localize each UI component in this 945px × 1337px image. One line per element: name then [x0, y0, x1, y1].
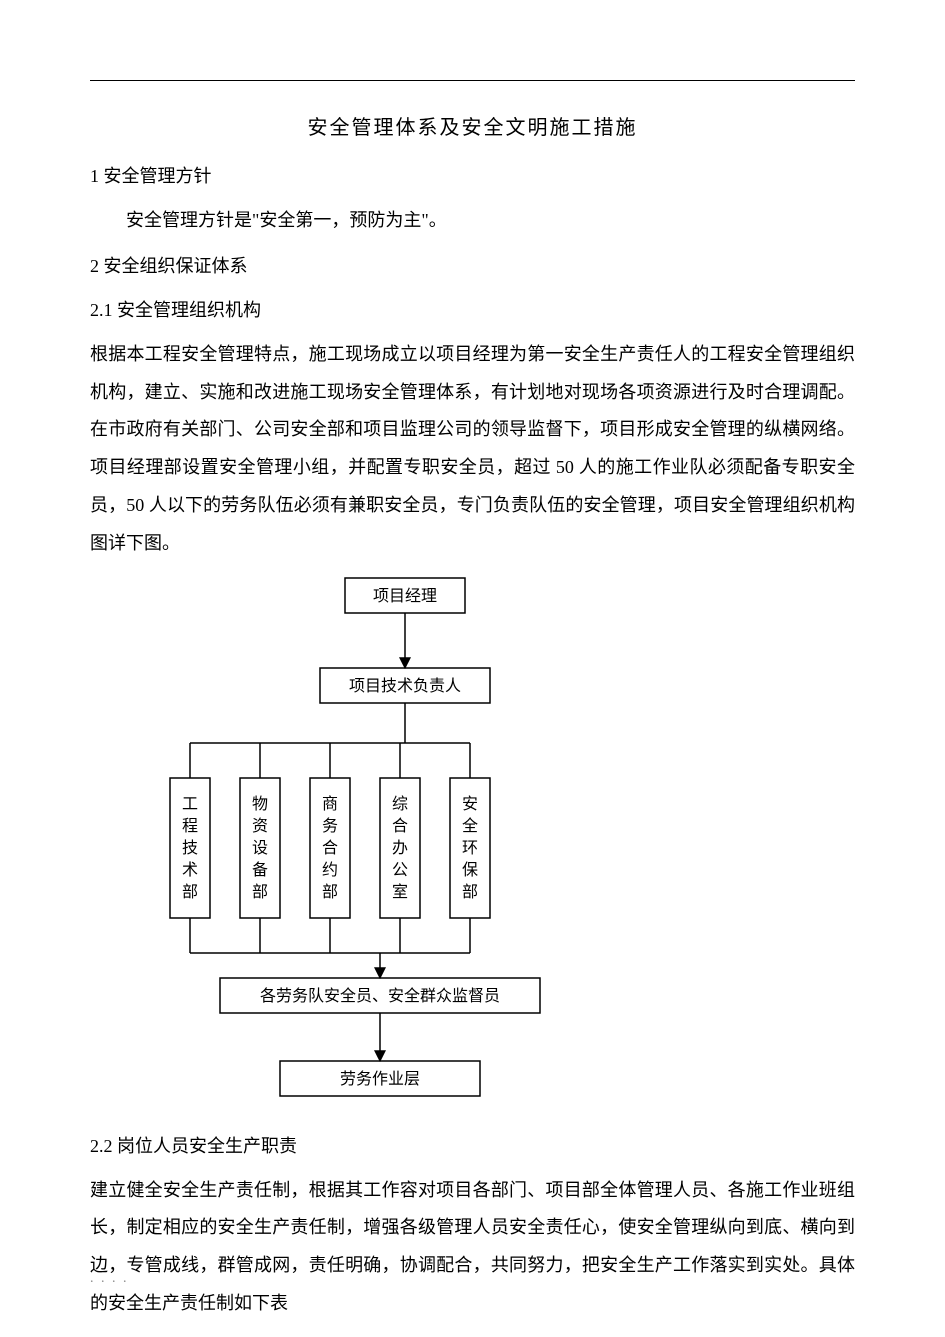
svg-text:约: 约	[322, 861, 338, 879]
svg-text:综: 综	[392, 795, 408, 813]
section-2-1-heading: 2.1 安全管理组织机构	[90, 292, 855, 328]
svg-text:各劳务队安全员、安全群众监督员: 各劳务队安全员、安全群众监督员	[260, 987, 500, 1005]
svg-text:项目技术负责人: 项目技术负责人	[349, 677, 461, 695]
org-flowchart: 项目经理项目技术负责人工程技术部物资设备部商务合约部综合办公室安全环保部各劳务队…	[150, 573, 650, 1118]
svg-text:物: 物	[252, 795, 268, 813]
svg-text:项目经理: 项目经理	[373, 587, 437, 605]
svg-text:程: 程	[182, 817, 198, 835]
section-2-heading: 2 安全组织保证体系	[90, 248, 855, 284]
svg-text:部: 部	[322, 883, 338, 901]
svg-text:环: 环	[462, 840, 478, 857]
section-2-2-body: 建立健全安全生产责任制，根据其工作容对项目各部门、项目部全体管理人员、各施工作业…	[90, 1172, 855, 1323]
footer-dots: . . . .	[90, 1271, 129, 1287]
svg-text:商: 商	[322, 795, 338, 813]
svg-text:安: 安	[462, 795, 478, 813]
svg-text:部: 部	[182, 883, 198, 901]
section-2-2-heading: 2.2 岗位人员安全生产职责	[90, 1128, 855, 1164]
svg-text:技: 技	[182, 839, 198, 857]
svg-text:资: 资	[252, 817, 268, 835]
section-2-1-body: 根据本工程安全管理特点，施工现场成立以项目经理为第一安全生产责任人的工程安全管理…	[90, 336, 855, 563]
svg-text:设: 设	[252, 839, 268, 857]
svg-text:合: 合	[322, 839, 338, 857]
svg-text:部: 部	[252, 883, 268, 901]
document-page: 安全管理体系及安全文明施工措施 1 安全管理方针 安全管理方针是"安全第一，预防…	[0, 0, 945, 1337]
svg-text:部: 部	[462, 883, 478, 901]
document-title: 安全管理体系及安全文明施工措施	[90, 111, 855, 140]
svg-text:工: 工	[182, 796, 198, 813]
svg-text:公: 公	[392, 862, 408, 879]
svg-text:室: 室	[392, 883, 408, 901]
flowchart-svg: 项目经理项目技术负责人工程技术部物资设备部商务合约部综合办公室安全环保部各劳务队…	[150, 573, 650, 1113]
svg-text:合: 合	[392, 817, 408, 835]
svg-text:务: 务	[322, 817, 338, 835]
svg-text:保: 保	[462, 861, 478, 879]
svg-text:术: 术	[182, 861, 198, 879]
section-1-heading: 1 安全管理方针	[90, 158, 855, 194]
svg-text:办: 办	[392, 839, 408, 857]
header-rule	[90, 80, 855, 81]
svg-text:全: 全	[462, 817, 478, 835]
svg-text:备: 备	[252, 861, 268, 879]
section-1-body: 安全管理方针是"安全第一，预防为主"。	[90, 202, 855, 240]
svg-text:劳务作业层: 劳务作业层	[340, 1070, 420, 1088]
